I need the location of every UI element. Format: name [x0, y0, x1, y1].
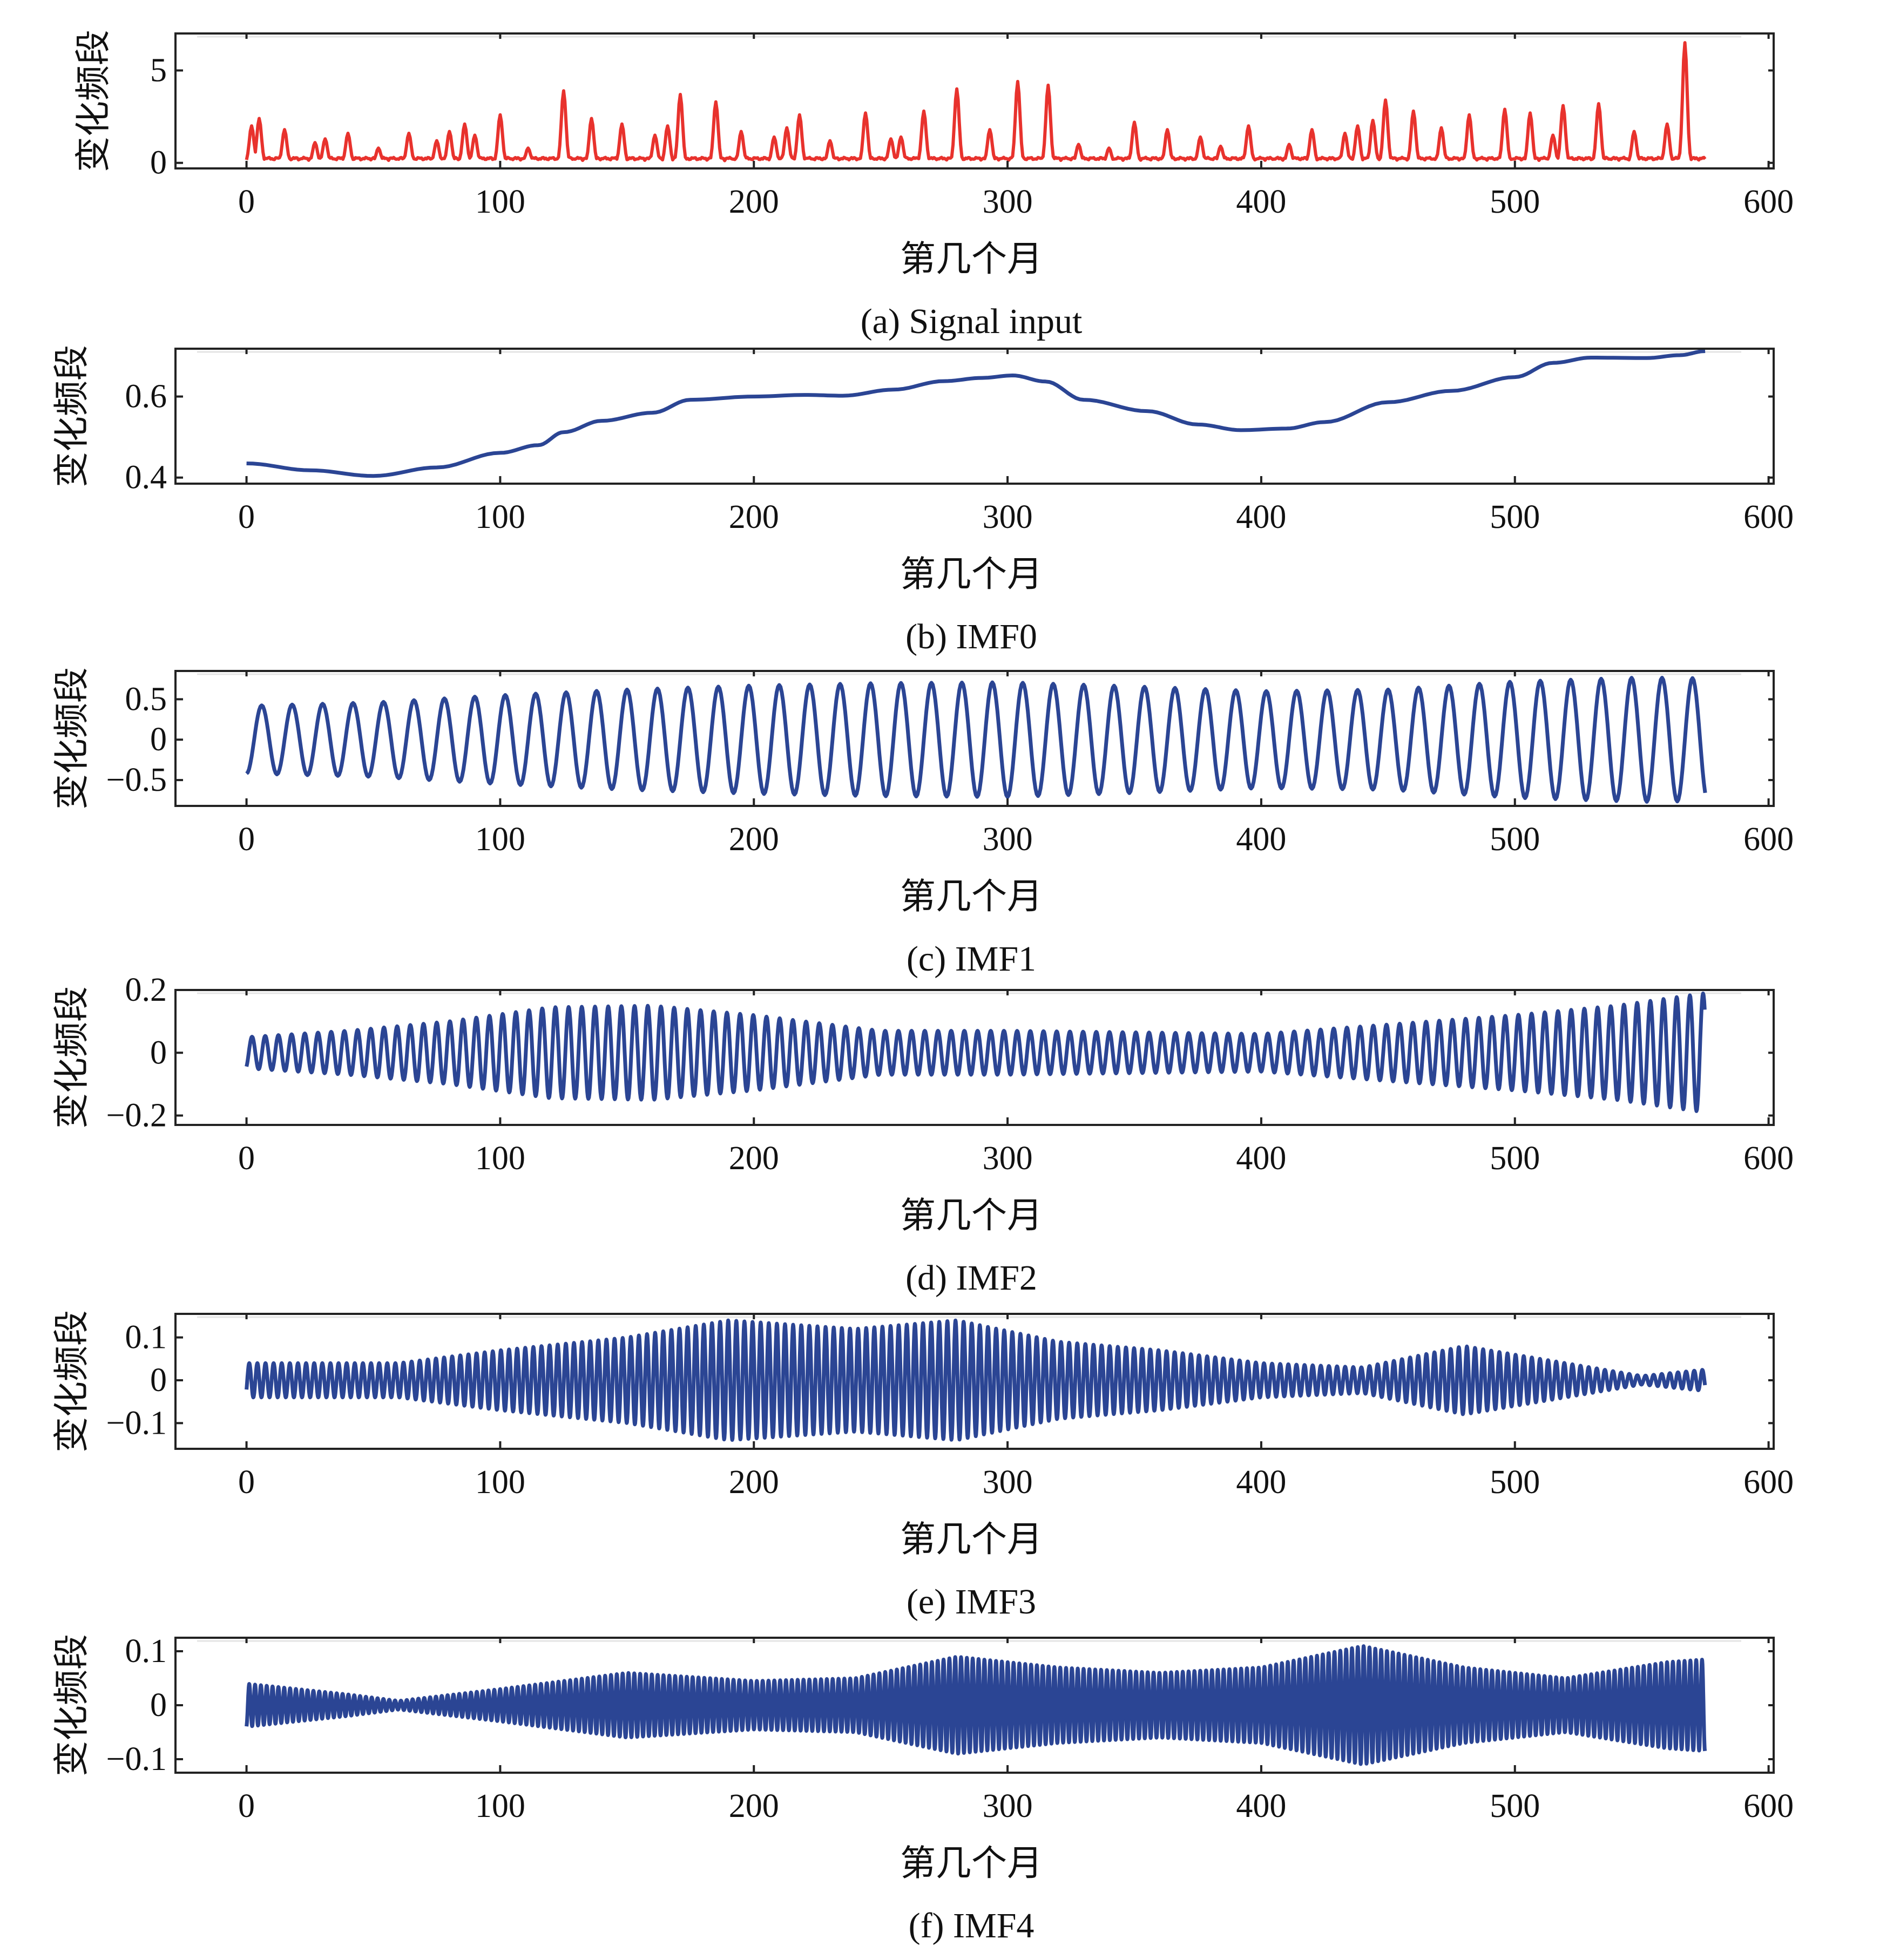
y-tick-label: 0: [150, 1362, 167, 1399]
plot-frame: [174, 670, 1775, 807]
x-axis-title: 第几个月: [900, 1196, 1043, 1236]
x-tick-label: 500: [1490, 1464, 1540, 1501]
y-tick-label: 0.5: [125, 681, 167, 717]
x-tick-label: 600: [1743, 184, 1794, 220]
y-tick-label: −0.1: [106, 1741, 167, 1778]
y-axis-title: 变化频段: [52, 1310, 92, 1453]
x-tick-label: 100: [475, 1140, 525, 1177]
y-tick-label: 0.6: [125, 378, 167, 415]
series-line: [245, 1644, 1707, 1766]
y-tick-label: 5: [150, 52, 167, 89]
y-tick-label: −0.2: [106, 1097, 167, 1134]
panel-caption: (f) IMF4: [909, 1906, 1034, 1945]
y-tick-label: 0.4: [125, 459, 167, 496]
y-tick-label: 0.1: [125, 1633, 167, 1670]
x-tick-label: 0: [238, 499, 255, 535]
x-tick-label: 100: [475, 1464, 525, 1501]
plot-frame: [174, 989, 1775, 1126]
x-axis-title: 第几个月: [900, 555, 1043, 594]
x-axis-title: 第几个月: [900, 1520, 1043, 1559]
x-tick-label: 300: [983, 184, 1033, 220]
series-line: [245, 676, 1707, 804]
series-line: [245, 991, 1707, 1113]
x-axis-title: 第几个月: [900, 240, 1043, 279]
x-tick-label: 0: [238, 1464, 255, 1501]
x-tick-label: 0: [238, 1788, 255, 1825]
x-tick-label: 500: [1490, 184, 1540, 220]
x-tick-label: 400: [1236, 499, 1286, 535]
x-tick-label: 400: [1236, 821, 1286, 858]
panel-b: 0 100 200 300 400 500 600 0.4 0.6 第几个月 变化频段 (b) IMF…: [52, 345, 1794, 656]
x-tick-label: 300: [983, 821, 1033, 858]
panel-caption: (d) IMF2: [905, 1258, 1037, 1298]
panel-caption: (c) IMF1: [907, 939, 1036, 979]
x-axis-title: 第几个月: [900, 877, 1043, 917]
x-tick-label: 200: [729, 499, 779, 535]
x-tick-label: 200: [729, 1140, 779, 1177]
series-line: [245, 1318, 1707, 1442]
x-tick-label: 600: [1743, 1140, 1794, 1177]
x-tick-label: 300: [983, 1788, 1033, 1825]
x-tick-label: 200: [729, 1788, 779, 1825]
plot-frame: [174, 348, 1775, 485]
x-tick-label: 300: [983, 1464, 1033, 1501]
x-tick-label: 400: [1236, 1464, 1286, 1501]
x-tick-label: 600: [1743, 1464, 1794, 1501]
panel-f: 0 100 200 300 400 500 600 −0.1 0 0.1 第几个月 变化频段 (f) I…: [52, 1633, 1794, 1945]
series-line: [245, 41, 1707, 162]
y-axis-title: 变化频段: [52, 1634, 92, 1776]
y-tick-label: 0: [150, 1687, 167, 1724]
panel-a: 0 100 200 300 400 500 600 0 5 第几个月 变化频段 (a) Signal …: [74, 30, 1794, 341]
y-axis-title: 变化频段: [74, 30, 113, 172]
x-tick-label: 300: [983, 1140, 1033, 1177]
panel-caption: (e) IMF3: [907, 1582, 1036, 1622]
x-tick-label: 300: [983, 499, 1033, 535]
x-tick-label: 500: [1490, 1140, 1540, 1177]
y-tick-label: 0: [150, 1034, 167, 1071]
y-tick-label: −0.5: [106, 762, 167, 798]
panel-d: 0 100 200 300 400 500 600 −0.2 0 0.2 第几个月 变化频段 (d) I…: [52, 972, 1794, 1298]
x-tick-label: 0: [238, 821, 255, 858]
y-tick-label: 0: [150, 145, 167, 181]
y-tick-label: 0: [150, 721, 167, 758]
y-axis-title: 变化频段: [52, 667, 92, 810]
x-tick-label: 400: [1236, 1788, 1286, 1825]
x-tick-label: 100: [475, 499, 525, 535]
x-tick-label: 200: [729, 1464, 779, 1501]
x-tick-label: 600: [1743, 1788, 1794, 1825]
x-tick-label: 500: [1490, 499, 1540, 535]
panel-caption: (b) IMF0: [905, 617, 1037, 656]
y-tick-label: −0.1: [106, 1405, 167, 1441]
x-tick-label: 600: [1743, 499, 1794, 535]
panel-c: 0 100 200 300 400 500 600 −0.5 0 0.5 第几个月 变化频段 (c) I…: [52, 667, 1794, 979]
x-tick-label: 600: [1743, 821, 1794, 858]
panel-e: 0 100 200 300 400 500 600 −0.1 0 0.1 第几个月 变化频段 (e) I…: [52, 1310, 1794, 1622]
x-tick-label: 400: [1236, 184, 1286, 220]
x-tick-label: 100: [475, 821, 525, 858]
x-tick-label: 200: [729, 821, 779, 858]
y-tick-label: 0.1: [125, 1319, 167, 1356]
x-axis-title: 第几个月: [900, 1844, 1043, 1883]
x-tick-label: 500: [1490, 1788, 1540, 1825]
x-tick-label: 0: [238, 1140, 255, 1177]
x-tick-label: 100: [475, 1788, 525, 1825]
panel-caption: (a) Signal input: [861, 302, 1083, 341]
y-tick-label: 0.2: [125, 972, 167, 1008]
x-tick-label: 100: [475, 184, 525, 220]
series-line: [246, 349, 1706, 478]
x-tick-label: 0: [238, 184, 255, 220]
x-tick-label: 200: [729, 184, 779, 220]
y-axis-title: 变化频段: [52, 345, 92, 487]
y-axis-title: 变化频段: [52, 986, 92, 1129]
x-tick-label: 400: [1236, 1140, 1286, 1177]
x-tick-label: 500: [1490, 821, 1540, 858]
plot-frame: [174, 32, 1775, 169]
